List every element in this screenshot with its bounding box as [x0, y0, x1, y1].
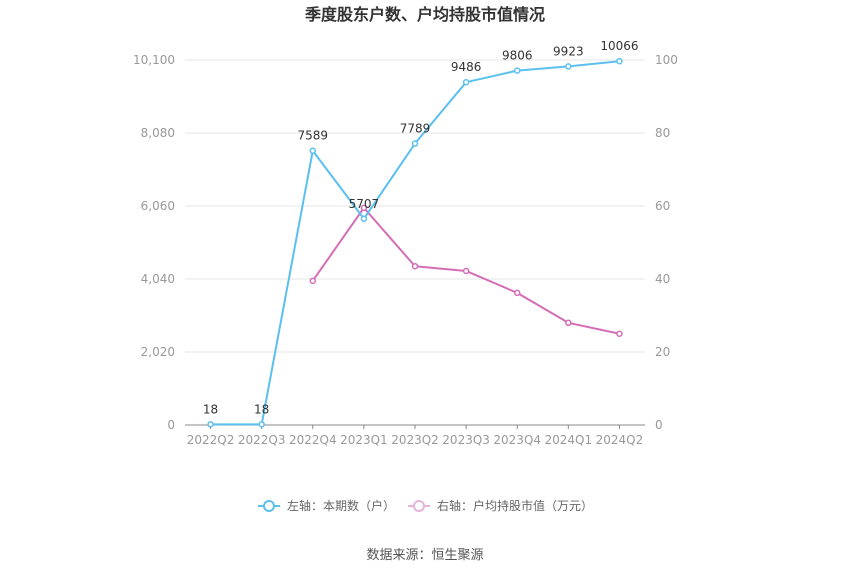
legend-item-market-value[interactable]: 右轴：户均持股市值（万元）	[408, 498, 593, 513]
data-point	[513, 289, 521, 297]
left-axis: 0 2,020 4,040 6,060 8,080 10,100	[133, 53, 175, 432]
legend: 左轴：本期数（户） 右轴：户均持股市值（万元）	[258, 498, 593, 513]
x-axis: 2022Q2 2022Q3 2022Q4 2023Q1 2023Q2 2023Q3 2023…	[187, 425, 644, 447]
data-point	[616, 330, 623, 337]
x-tick-label: 2023Q3	[442, 433, 490, 447]
left-tick-label: 4,040	[141, 272, 175, 286]
data-point	[462, 267, 470, 275]
left-tick-label: 0	[167, 418, 175, 432]
right-tick-label: 40	[655, 272, 670, 286]
x-tick-label: 2023Q4	[493, 433, 541, 447]
data-point	[462, 78, 470, 86]
data-label: 7589	[298, 129, 329, 143]
data-point	[513, 67, 521, 74]
data-label: 10066	[600, 39, 638, 53]
right-tick-label: 20	[655, 345, 670, 359]
right-tick-label: 80	[655, 126, 670, 140]
x-tick-label: 2024Q2	[596, 433, 644, 447]
data-label: 9486	[451, 60, 482, 74]
chart-title: 季度股东户数、户均持股市值情况	[304, 5, 545, 24]
legend-market-value-marker	[413, 500, 425, 512]
right-axis: 0 20 40 60 80 100	[655, 53, 678, 432]
right-tick-label: 100	[655, 53, 678, 67]
left-tick-label: 6,060	[141, 199, 175, 213]
grid-lines	[185, 59, 645, 426]
right-tick-label: 0	[655, 418, 663, 432]
series-line-0	[210, 60, 620, 426]
data-point	[258, 421, 265, 428]
x-tick-label: 2022Q3	[238, 433, 286, 447]
data-label: 7789	[400, 122, 431, 136]
x-tick-label: 2023Q1	[340, 433, 388, 447]
data-source: 数据来源：恒生聚源	[366, 548, 483, 563]
right-tick-label: 60	[655, 199, 670, 213]
legend-households-marker	[263, 500, 275, 512]
data-point	[616, 57, 623, 65]
legend-households-label: 左轴：本期数（户）	[287, 498, 395, 513]
x-tick-label: 2022Q4	[289, 433, 337, 447]
data-point	[309, 277, 317, 285]
data-point	[309, 147, 317, 154]
data-point	[411, 262, 419, 270]
legend-item-households[interactable]: 左轴：本期数（户）	[258, 498, 395, 513]
x-tick-label: 2023Q2	[391, 433, 439, 447]
data-point	[565, 63, 572, 70]
data-label: 18	[203, 402, 218, 416]
legend-market-value-label: 右轴：户均持股市值（万元）	[437, 498, 593, 513]
left-tick-label: 10,100	[133, 53, 175, 67]
x-tick-label: 2024Q1	[545, 433, 593, 447]
x-tick-label: 2022Q2	[187, 433, 235, 447]
left-tick-label: 2,020	[141, 345, 175, 359]
data-point	[360, 204, 368, 212]
data-point	[360, 215, 368, 223]
data-point	[565, 319, 572, 327]
left-tick-label: 8,080	[141, 126, 175, 140]
data-label: 9806	[502, 49, 533, 63]
data-label: 5707	[349, 197, 380, 211]
data-point	[411, 140, 419, 147]
series-layer: 18 18 7589 5707 7789 9486 9806 9923 10066	[203, 39, 639, 428]
data-point	[207, 421, 214, 428]
data-label: 18	[254, 402, 269, 416]
data-label: 9923	[553, 44, 584, 58]
